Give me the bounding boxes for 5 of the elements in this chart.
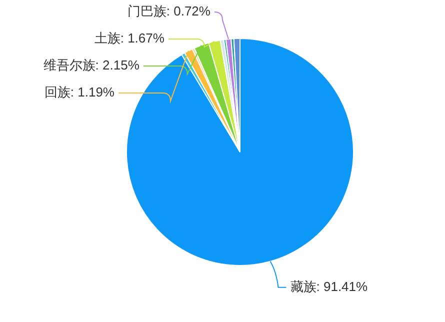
slice-label: 藏族: 91.41%	[290, 278, 368, 294]
slice-label: 门巴族: 0.72%	[127, 4, 211, 19]
slice-label: 维吾尔族: 2.15%	[43, 58, 140, 73]
slice-label: 土族: 1.67%	[94, 30, 165, 46]
slice-label: 回族: 1.19%	[44, 84, 115, 100]
